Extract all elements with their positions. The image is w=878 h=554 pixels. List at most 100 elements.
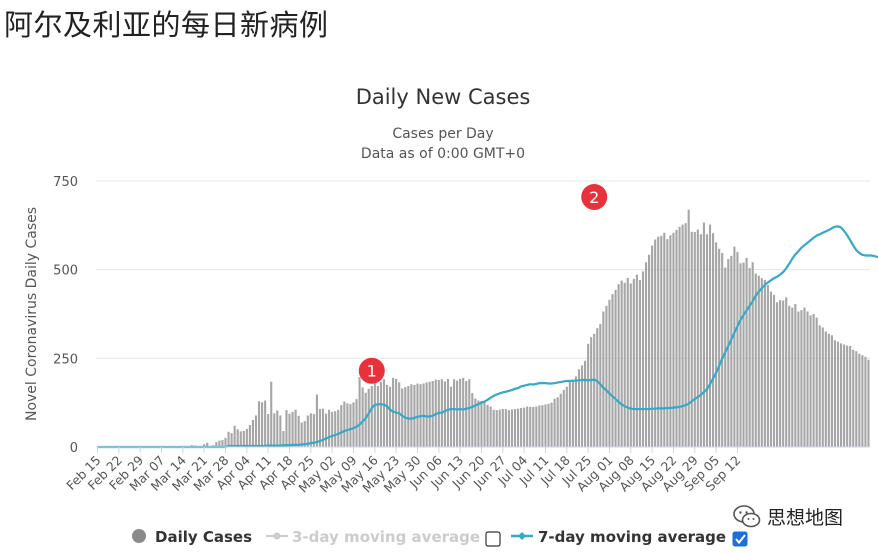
bar-day-205 bbox=[721, 253, 724, 447]
bar-day-52 bbox=[254, 415, 258, 447]
moving-average-layer bbox=[97, 225, 878, 449]
bar-day-178 bbox=[638, 279, 641, 447]
bar-day-232 bbox=[803, 307, 806, 447]
bar-day-126 bbox=[480, 400, 483, 447]
bar-day-125 bbox=[477, 400, 480, 447]
bar-day-199 bbox=[702, 222, 705, 447]
bar-day-157 bbox=[574, 376, 577, 447]
legend: Daily Cases 3-day moving average 7-day m… bbox=[132, 528, 748, 547]
bar-day-171 bbox=[617, 284, 620, 447]
bar-day-71 bbox=[312, 414, 315, 447]
bar-day-236 bbox=[815, 317, 818, 447]
bar-day-226 bbox=[785, 297, 788, 447]
bar-day-204 bbox=[718, 248, 721, 447]
bar-day-127 bbox=[483, 401, 486, 447]
bar-day-67 bbox=[300, 422, 303, 447]
bar-day-161 bbox=[587, 343, 590, 447]
annotations: 12 bbox=[358, 183, 608, 384]
bar-day-242 bbox=[833, 340, 837, 447]
bar-day-166 bbox=[602, 311, 605, 447]
bar-day-224 bbox=[779, 300, 782, 447]
bar-day-78 bbox=[334, 411, 337, 447]
bar-day-177 bbox=[635, 274, 638, 447]
y-axis-ticks: 0 250 500 750 bbox=[53, 175, 78, 456]
bar-day-237 bbox=[818, 325, 821, 447]
gridlines bbox=[96, 180, 870, 359]
bar-day-49 bbox=[245, 428, 248, 447]
bar-day-94 bbox=[382, 379, 386, 447]
bar-day-77 bbox=[331, 411, 334, 447]
bar-day-214 bbox=[748, 267, 751, 447]
bar-day-132 bbox=[498, 409, 501, 447]
legend-checkbox-7day-box bbox=[732, 531, 748, 547]
bar-day-84 bbox=[352, 402, 355, 447]
bar-day-243 bbox=[836, 341, 840, 447]
legend-checkbox-7day[interactable] bbox=[732, 531, 748, 547]
bar-day-64 bbox=[291, 411, 294, 447]
bar-day-55 bbox=[264, 400, 267, 447]
bar-day-143 bbox=[532, 406, 535, 447]
bar-day-244 bbox=[839, 343, 843, 447]
bar-day-123 bbox=[471, 393, 474, 447]
legend-checkbox-3day[interactable] bbox=[485, 531, 501, 547]
bar-day-216 bbox=[754, 273, 757, 447]
bar-day-75 bbox=[325, 413, 328, 447]
bar-day-229 bbox=[794, 304, 797, 447]
bar-day-104 bbox=[413, 384, 416, 447]
bar-day-134 bbox=[504, 409, 507, 447]
bar-day-139 bbox=[520, 407, 523, 447]
bar-day-198 bbox=[699, 234, 702, 447]
bar-day-105 bbox=[416, 383, 419, 447]
bar-day-167 bbox=[605, 305, 608, 447]
bar-day-96 bbox=[388, 386, 392, 447]
bar-day-212 bbox=[742, 262, 745, 447]
bar-day-83 bbox=[349, 404, 352, 447]
bar-day-223 bbox=[775, 302, 779, 447]
legend-item-7day-average[interactable]: 7-day moving average bbox=[511, 528, 726, 546]
bar-day-168 bbox=[608, 299, 611, 447]
bar-day-156 bbox=[571, 380, 574, 447]
bar-day-138 bbox=[516, 408, 520, 447]
bar-day-238 bbox=[821, 327, 824, 447]
bar-day-89 bbox=[367, 388, 370, 447]
bar-day-193 bbox=[684, 223, 687, 447]
bar-day-118 bbox=[456, 380, 459, 447]
y-axis-label: Novel Coronavirus Daily Cases bbox=[24, 207, 40, 421]
bar-day-196 bbox=[693, 232, 696, 447]
bar-day-173 bbox=[623, 282, 626, 447]
bar-day-110 bbox=[431, 381, 434, 447]
bar-day-221 bbox=[769, 291, 773, 447]
bar-day-87 bbox=[361, 387, 364, 447]
bar-day-185 bbox=[660, 235, 663, 447]
bar-day-82 bbox=[346, 403, 349, 447]
bar-day-140 bbox=[523, 407, 526, 447]
legend-item-daily-cases[interactable]: Daily Cases bbox=[132, 528, 252, 546]
bar-day-135 bbox=[507, 410, 510, 447]
bar-day-235 bbox=[812, 314, 815, 447]
bar-day-88 bbox=[364, 392, 367, 447]
bar-day-72 bbox=[315, 394, 318, 447]
legend-label-daily-cases: Daily Cases bbox=[155, 528, 252, 546]
bar-day-109 bbox=[428, 381, 431, 447]
bar-day-180 bbox=[644, 262, 648, 447]
bar-day-36 bbox=[206, 442, 209, 447]
daily-cases-bars bbox=[142, 209, 870, 447]
bar-day-190 bbox=[675, 229, 678, 447]
bar-day-58 bbox=[273, 413, 276, 447]
legend-item-3day-average[interactable]: 3-day moving average bbox=[266, 528, 480, 546]
bar-day-45 bbox=[233, 425, 236, 447]
bar-day-160 bbox=[584, 360, 587, 447]
bar-day-241 bbox=[830, 335, 833, 447]
bar-day-120 bbox=[462, 377, 465, 447]
legend-label-7day: 7-day moving average bbox=[538, 528, 726, 546]
bar-day-136 bbox=[510, 409, 514, 447]
bar-day-46 bbox=[236, 429, 239, 447]
bar-day-164 bbox=[596, 328, 599, 447]
bar-day-218 bbox=[760, 278, 763, 447]
bar-day-59 bbox=[276, 410, 279, 447]
bar-day-207 bbox=[727, 259, 730, 447]
bar-day-108 bbox=[425, 382, 428, 447]
bar-day-62 bbox=[285, 410, 288, 447]
